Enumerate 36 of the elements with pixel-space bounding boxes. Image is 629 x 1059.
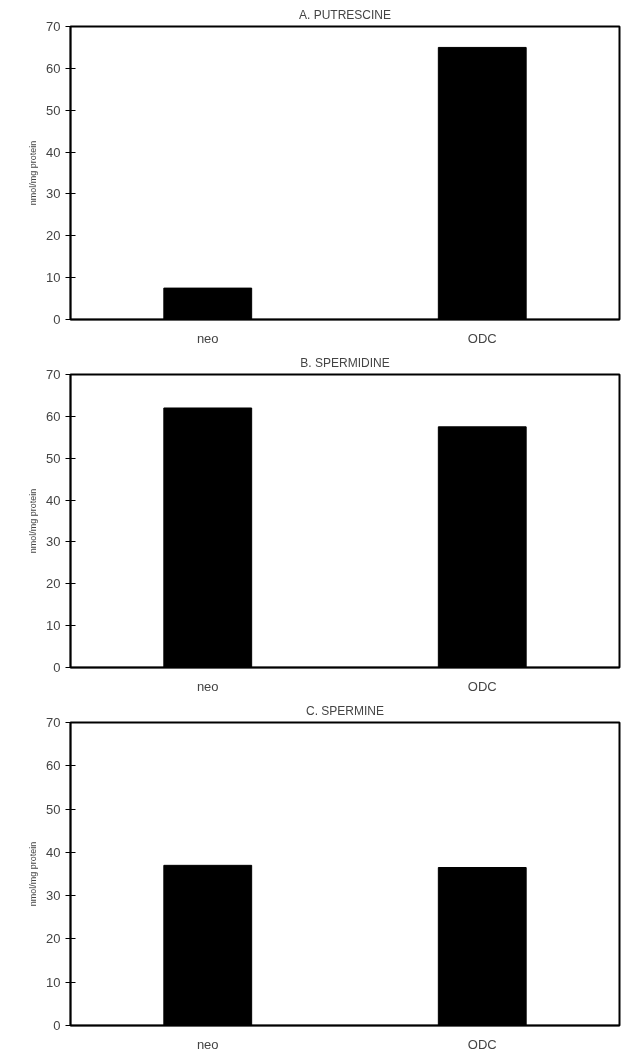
y-tick-label: 20 <box>46 931 61 947</box>
x-tick-label: neo <box>196 1036 219 1052</box>
y-tick-label: 10 <box>46 618 61 634</box>
y-tick-label: 50 <box>46 801 61 817</box>
y-tick-label: 70 <box>46 19 61 34</box>
y-tick-label: 10 <box>46 974 61 990</box>
y-axis-title: nmol/mg protein <box>28 488 39 554</box>
y-tick-label: 30 <box>46 186 61 202</box>
y-tick-label: 0 <box>53 1018 61 1033</box>
x-tick-label: ODC <box>467 330 497 346</box>
y-tick-label: 70 <box>46 715 61 730</box>
y-axis-title: nmol/mg protein <box>28 140 39 206</box>
y-tick-label: 0 <box>53 660 61 675</box>
y-tick-label: 30 <box>46 888 61 904</box>
y-tick-label: 20 <box>46 228 61 244</box>
y-tick-label: 70 <box>46 367 61 382</box>
x-tick-label: neo <box>196 330 219 346</box>
y-tick-label: 40 <box>46 844 61 860</box>
x-tick-label: ODC <box>467 678 497 694</box>
y-tick-label: 60 <box>46 60 61 76</box>
y-tick-label: 10 <box>46 270 61 286</box>
y-tick-label: 50 <box>46 450 61 466</box>
x-tick-label: neo <box>196 678 219 694</box>
y-axis-title: nmol/mg protein <box>28 841 39 907</box>
chart-title: C. SPERMINE <box>305 703 385 718</box>
chart-title: B. SPERMIDINE <box>300 355 390 370</box>
y-tick-label: 20 <box>46 576 61 592</box>
y-tick-label: 30 <box>46 534 61 550</box>
y-tick-label: 60 <box>46 408 61 424</box>
y-tick-label: 0 <box>53 312 61 327</box>
x-tick-label: ODC <box>467 1036 497 1052</box>
y-tick-label: 40 <box>46 144 61 160</box>
chart-title: A. PUTRESCINE <box>298 7 392 22</box>
y-tick-label: 40 <box>46 492 61 508</box>
y-tick-label: 60 <box>46 758 61 774</box>
y-tick-label: 50 <box>46 102 61 118</box>
